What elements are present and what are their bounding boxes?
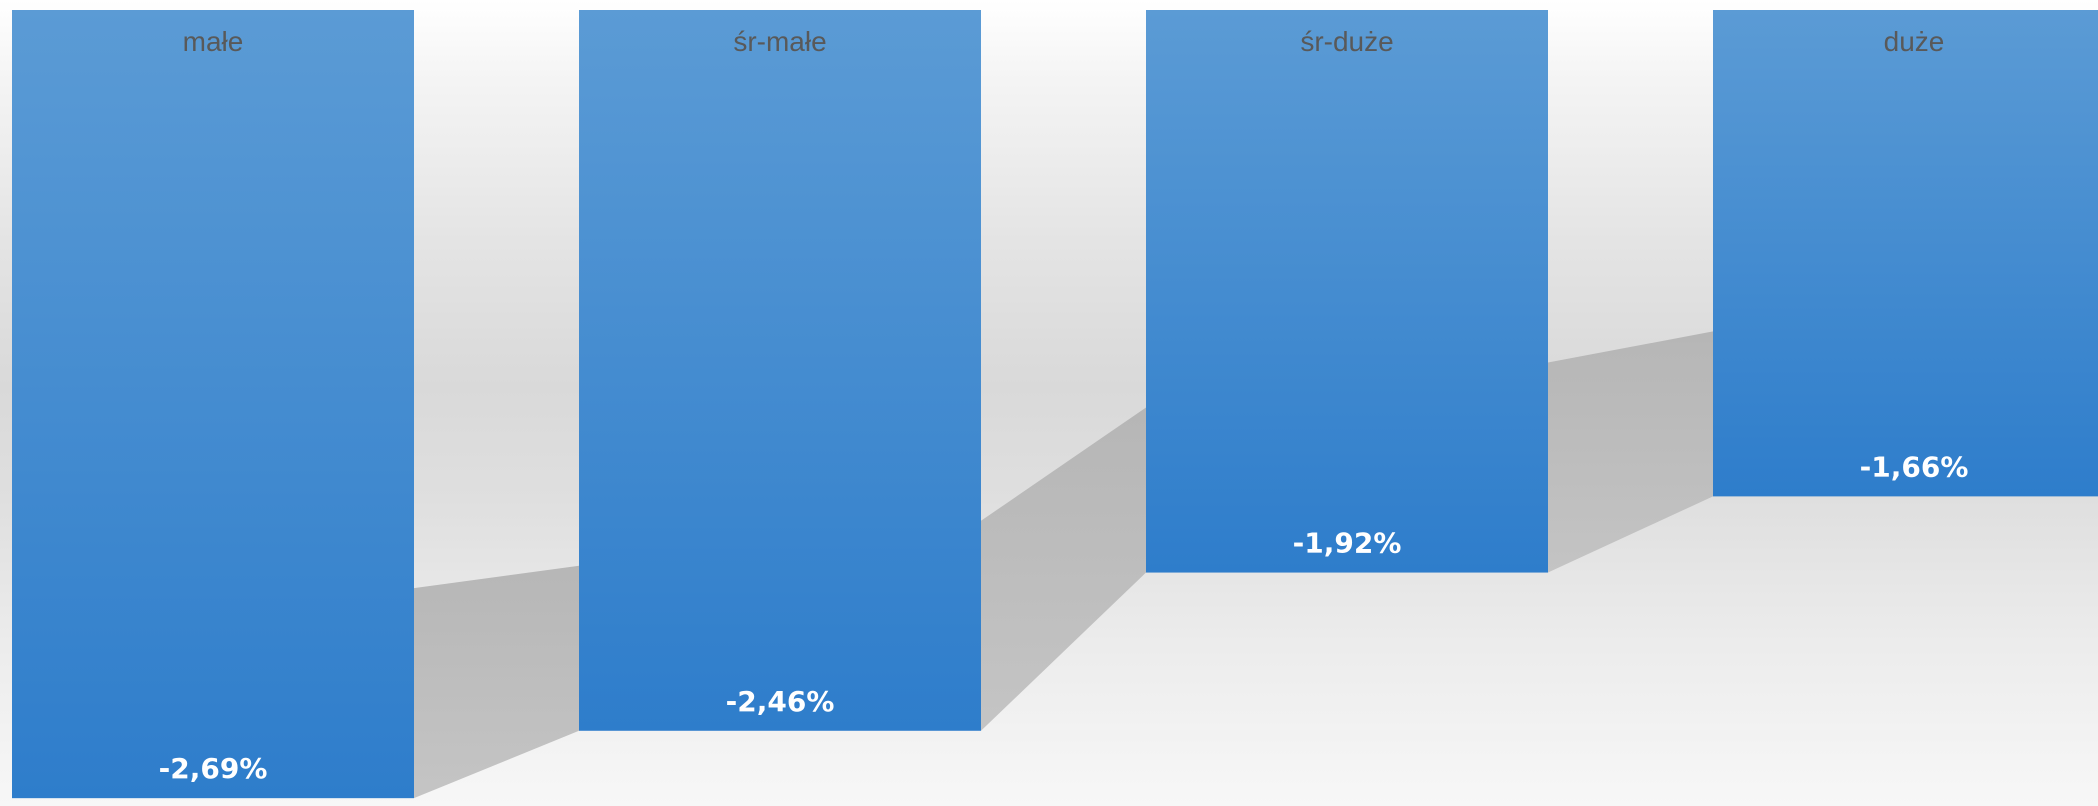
bar-shadow bbox=[414, 565, 579, 799]
bar-shadow bbox=[1548, 331, 1713, 573]
bar bbox=[1713, 10, 2098, 497]
data-label: -2,46% bbox=[726, 685, 835, 718]
category-label: śr-duże bbox=[1300, 26, 1393, 57]
data-label: -1,66% bbox=[1860, 450, 1969, 483]
bar bbox=[1146, 10, 1548, 573]
category-label: duże bbox=[1884, 26, 1945, 57]
category-label: małe bbox=[183, 26, 244, 57]
bars bbox=[12, 10, 2098, 799]
bar bbox=[579, 10, 981, 731]
labels: małe -2,69% śr-małe -2,46% śr-duże -1,92% duże… bbox=[159, 26, 1969, 785]
bar-shadows bbox=[414, 331, 1713, 799]
category-label: śr-małe bbox=[733, 26, 826, 57]
data-label: -1,92% bbox=[1293, 527, 1402, 560]
bar bbox=[12, 10, 414, 799]
data-label: -2,69% bbox=[159, 752, 268, 785]
bar-shadow bbox=[981, 407, 1146, 731]
